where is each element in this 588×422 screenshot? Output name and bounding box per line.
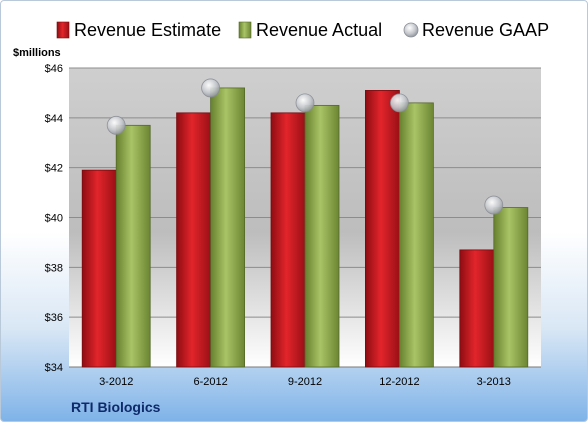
estimate-bar (176, 112, 212, 368)
x-tick-label: 9-2012 (288, 376, 322, 388)
y-tick-label: $42 (45, 163, 63, 175)
gaap-marker (295, 93, 315, 113)
gaap-marker (201, 78, 221, 98)
estimate-swatch (56, 21, 70, 39)
legend-label: Revenue Actual (256, 20, 382, 40)
gaap-marker (389, 93, 409, 113)
x-tick-label: 6-2012 (193, 376, 227, 388)
gaap-markers (106, 78, 504, 215)
actual-bar (210, 87, 246, 368)
actual-bar (304, 104, 340, 368)
legend: Revenue Estimate Revenue Actual Revenue GA… (56, 20, 549, 40)
x-axis: 3-2012 6-2012 9-2012 12-2012 3-2013 (99, 376, 511, 388)
y-tick-label: $40 (45, 213, 63, 225)
actual-swatch (238, 21, 252, 39)
estimate-bar (364, 90, 400, 368)
y-tick-label: $36 (45, 312, 63, 324)
y-unit-label: $millions (13, 47, 61, 59)
legend-label: Revenue GAAP (422, 20, 549, 40)
actual-bar (115, 124, 151, 368)
estimate-bar (459, 249, 495, 368)
x-tick-label: 12-2012 (379, 376, 419, 388)
legend-label: Revenue Estimate (74, 20, 221, 40)
gaap-marker (484, 195, 504, 215)
actual-bar (493, 207, 529, 368)
gaap-marker (106, 115, 126, 135)
estimate-bar (270, 112, 306, 368)
gaap-swatch (403, 22, 419, 38)
company-name: RTI Biologics (71, 399, 161, 415)
x-tick-label: 3-2013 (477, 376, 511, 388)
actual-bar (398, 102, 434, 368)
estimate-bar (81, 169, 117, 368)
y-tick-label: $34 (45, 362, 63, 374)
y-tick-label: $46 (45, 63, 63, 75)
bars (81, 87, 529, 368)
y-tick-label: $38 (45, 262, 63, 274)
y-axis: $34 $36 $38 $40 $42 $44 $46 (45, 63, 63, 374)
x-tick-label: 3-2012 (99, 376, 133, 388)
y-tick-label: $44 (45, 113, 63, 125)
